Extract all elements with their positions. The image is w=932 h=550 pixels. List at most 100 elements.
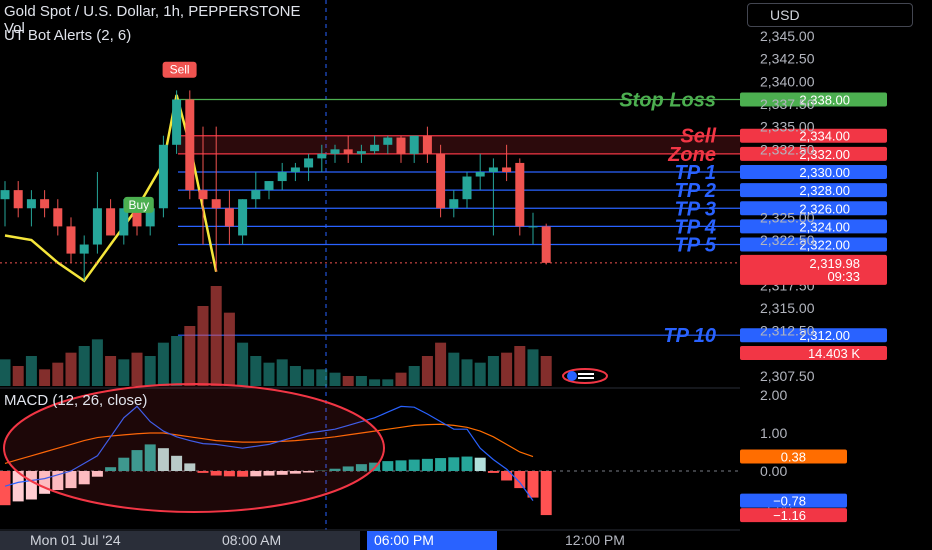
candle-body: [185, 99, 195, 191]
macd-histogram-bar: [223, 471, 235, 477]
volume-bar: [289, 366, 301, 386]
macd-histogram-bar: [421, 458, 433, 471]
candle-body: [304, 158, 314, 168]
time-label: Mon 01 Jul '24: [30, 532, 121, 548]
candle-body: [211, 199, 221, 209]
bar-countdown: 09:33: [827, 269, 860, 284]
volume-bar: [355, 376, 367, 386]
price-axis-label: 2,342.50: [760, 51, 815, 67]
macd-histogram-bar: [527, 471, 539, 498]
volume-bar: [408, 366, 420, 386]
macd-axis-label: 0.00: [760, 463, 787, 479]
price-badge-tp-3: [740, 201, 887, 216]
time-label: 08:00 AM: [222, 532, 281, 548]
currency-selector[interactable]: USD: [747, 3, 913, 27]
price-badge-text: 2,334.00: [799, 129, 850, 144]
volume-bar: [105, 356, 117, 386]
volume-bar: [461, 359, 473, 386]
candle-body: [462, 176, 472, 200]
candle-body: [515, 162, 525, 227]
price-axis-label: 2,322.50: [760, 232, 815, 248]
macd-histogram-bar: [91, 471, 103, 477]
macd-histogram-bar: [12, 471, 24, 502]
candle-body: [343, 149, 353, 154]
candle-body: [475, 172, 485, 177]
price-badge-text: 2,324.00: [799, 219, 850, 234]
macd-histogram-bar: [289, 471, 301, 474]
price-axis-label: 2,312.50: [760, 323, 815, 339]
macd-hist-badge-text: −1.16: [773, 508, 806, 523]
macd-histogram-bar: [501, 471, 513, 481]
volume-bar: [329, 372, 341, 386]
macd-histogram-bar: [329, 468, 341, 471]
volume-bar: [316, 369, 328, 386]
candle-body: [92, 208, 102, 245]
volume-bar: [303, 369, 315, 386]
candle-body: [13, 190, 23, 209]
volume-bar: [435, 342, 447, 386]
macd-histogram-bar: [65, 471, 77, 489]
candle-body: [488, 167, 498, 172]
candle-body: [238, 199, 248, 236]
volume-bar: [210, 286, 222, 386]
price-badge-text: 2,332.00: [799, 147, 850, 162]
macd-hist-badge: [740, 508, 847, 523]
candle-body: [26, 199, 36, 209]
price-axis-label: 2,340.00: [760, 73, 815, 89]
macd-histogram-bar: [263, 471, 275, 476]
macd-histogram-bar: [0, 471, 11, 506]
level-label-tp-1: TP 1: [675, 162, 717, 184]
macd-histogram-bar: [39, 471, 51, 494]
candle-body: [422, 135, 432, 154]
time-cursor-label: 06:00 PM: [374, 532, 434, 548]
price-axis-label: 2,325.00: [760, 209, 815, 225]
level-label-stop-loss: Stop Loss: [619, 89, 716, 111]
candle-body: [251, 190, 261, 200]
sell-zone-box: [178, 135, 740, 154]
volume-bar: [197, 306, 209, 386]
macd-axis-label: 2.00: [760, 387, 787, 403]
chart-title: Gold Spot / U.S. Dollar, 1h, PEPPERSTONE: [4, 3, 301, 20]
level-label-tp-4: TP 4: [675, 216, 717, 238]
candle-body: [383, 137, 393, 145]
price-badge-tp-4: [740, 219, 887, 234]
candle-body: [158, 144, 168, 209]
price-badge-tp-10: [740, 328, 887, 343]
macd-signal-badge-text: 0.38: [781, 450, 806, 465]
volume-bar: [78, 346, 90, 386]
price-badge-tp-2: [740, 183, 887, 198]
price-axis-label: 2,337.50: [760, 96, 815, 112]
candle-body: [0, 190, 10, 200]
candle-body: [317, 153, 327, 159]
price-badge-text: 2,326.00: [799, 201, 850, 216]
macd-histogram-bar: [118, 457, 130, 471]
macd-signal-badge: [740, 449, 847, 464]
candle-body: [224, 208, 234, 227]
candle-body: [145, 208, 155, 227]
volume-bar: [118, 359, 130, 386]
candle-body: [370, 144, 380, 152]
price-axis-label: 2,345.00: [760, 28, 815, 44]
volume-bar: [223, 312, 235, 386]
volume-bar: [25, 356, 37, 386]
candle-body: [66, 226, 76, 254]
volume-bar: [0, 359, 11, 386]
buy-signal-label: Buy: [128, 198, 149, 212]
macd-value-badge-text: −0.78: [773, 494, 806, 509]
time-cursor-badge: [367, 531, 497, 550]
price-badge-sell: [740, 128, 887, 143]
time-label: 12:00 PM: [565, 532, 625, 548]
candle-body: [106, 208, 116, 236]
price-badge-tp-5: [740, 237, 887, 252]
macd-axis-label: 1.00: [760, 425, 787, 441]
price-badge-stop-loss: [740, 92, 887, 107]
last-price-value: 2,319.98: [809, 256, 860, 271]
price-badge-text: 2,338.00: [799, 92, 850, 107]
macd-histogram-bar: [395, 460, 407, 471]
level-label-tp-10: TP 10: [663, 325, 716, 347]
volume-bar: [171, 336, 183, 386]
candle-body: [290, 167, 300, 172]
candle-body: [356, 151, 366, 154]
volume-bar: [501, 352, 513, 386]
